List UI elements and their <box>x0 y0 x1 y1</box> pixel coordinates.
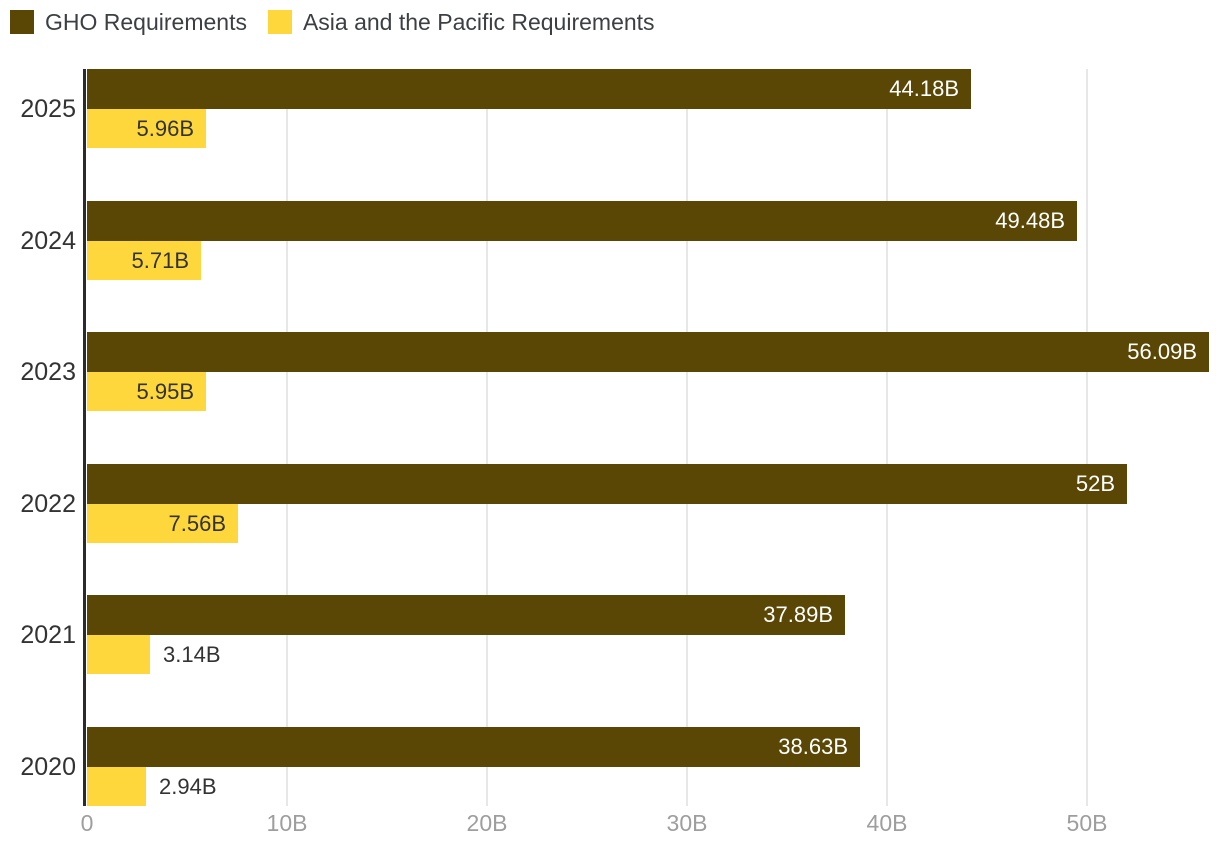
x-axis-tick-label-50B: 50B <box>1066 810 1108 836</box>
bar-asia-pacific-2023: 5.95B <box>87 372 206 411</box>
bar-value-label: 2.94B <box>159 773 217 799</box>
x-axis-tick-label-10B: 10B <box>266 810 308 836</box>
bar-gho-2022: 52B <box>87 463 1127 504</box>
bar-gho-2020: 38.63B <box>87 726 860 767</box>
chart-legend: GHO Requirements Asia and the Pacific Re… <box>10 8 676 36</box>
x-axis-tick-label-0: 0 <box>80 810 94 836</box>
gridline-20B <box>486 69 488 806</box>
category-label-2025: 2025 <box>20 95 76 123</box>
x-axis-tick-label-30B: 30B <box>666 810 708 836</box>
category-label-2024: 2024 <box>20 226 76 255</box>
bar-value-label: 56.09B <box>1127 339 1197 364</box>
bar-gho-2021: 37.89B <box>87 595 845 635</box>
gridline-30B <box>686 69 688 806</box>
legend-label-gho: GHO Requirements <box>45 8 247 35</box>
x-axis-tick-label-20B: 20B <box>466 810 508 836</box>
gridline-10B <box>286 69 288 806</box>
bar-value-label: 44.18B <box>889 76 959 101</box>
bar-asia-pacific-2025: 5.96B <box>87 109 206 148</box>
x-axis-tick-label-40B: 40B <box>866 810 908 836</box>
category-label-2021: 2021 <box>20 621 76 649</box>
gridline-40B <box>886 69 888 806</box>
bar-value-label: 37.89B <box>763 602 833 627</box>
y-axis-line <box>83 69 86 806</box>
legend-label-asia-pacific: Asia and the Pacific Requirements <box>302 8 655 35</box>
gridline-50B <box>1086 69 1088 806</box>
bar-value-label: 49.48B <box>995 207 1065 233</box>
bar-asia-pacific-2022: 7.56B <box>87 503 238 543</box>
category-label-2022: 2022 <box>20 489 76 518</box>
bar-asia-pacific-2024: 5.71B <box>87 240 201 280</box>
legend-item-asia-pacific: Asia and the Pacific Requirements <box>267 8 655 36</box>
legend-swatch-asia-pacific <box>267 10 292 34</box>
bar-value-label: 5.96B <box>136 116 195 141</box>
bar-value-label: 38.63B <box>778 733 848 759</box>
category-label-2020: 2020 <box>20 752 76 781</box>
bar-gho-2024: 49.48B <box>87 200 1077 241</box>
bar-value-label: 52B <box>1075 470 1115 496</box>
bar-asia-pacific-2020 <box>87 766 146 806</box>
bar-gho-2023: 56.09B <box>87 332 1209 372</box>
bar-value-label: 7.56B <box>168 510 227 536</box>
bar-gho-2025: 44.18B <box>87 69 971 109</box>
bar-asia-pacific-2021 <box>87 635 150 674</box>
bar-value-label: 3.14B <box>163 642 221 667</box>
category-label-2023: 2023 <box>20 358 76 386</box>
legend-swatch-gho <box>10 10 34 34</box>
bar-value-label: 5.71B <box>131 247 190 273</box>
legend-item-gho: GHO Requirements <box>10 9 247 36</box>
bar-value-label: 5.95B <box>136 379 195 404</box>
